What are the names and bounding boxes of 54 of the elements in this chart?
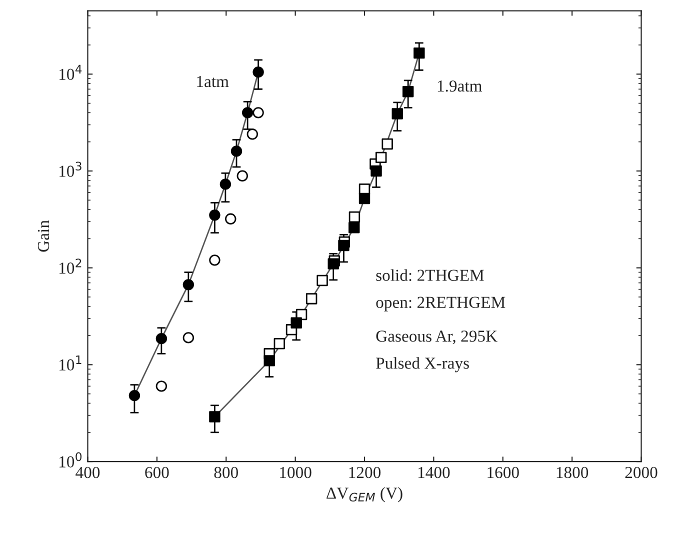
point xyxy=(156,380,168,392)
point xyxy=(182,279,194,290)
point xyxy=(348,211,360,223)
x-tick-label: 1600 xyxy=(488,466,519,478)
x-tick-label: 800 xyxy=(214,466,238,478)
point xyxy=(225,213,236,225)
x-tick-label: 1000 xyxy=(280,466,312,478)
y-tick-label: 10$^{1}$ xyxy=(60,356,82,371)
x-tick-label: 1400 xyxy=(418,466,450,478)
point xyxy=(220,178,232,190)
point xyxy=(376,152,387,164)
point xyxy=(246,128,258,140)
point xyxy=(274,338,286,350)
annotation: Gaseous Ar, 295K xyxy=(376,330,498,344)
point xyxy=(370,165,382,177)
y-tick-label: 10$^{4}$ xyxy=(60,64,82,80)
point xyxy=(156,332,168,344)
point xyxy=(414,47,425,59)
x-tick-label: 600 xyxy=(145,466,169,478)
point xyxy=(392,108,403,120)
point xyxy=(316,274,328,286)
point xyxy=(242,107,254,118)
point xyxy=(338,240,350,252)
x-tick-label: 2000 xyxy=(625,466,658,478)
y-axis-title: Gain xyxy=(38,220,50,252)
point xyxy=(328,258,339,270)
point xyxy=(252,107,264,118)
point xyxy=(348,222,360,234)
point xyxy=(306,293,318,304)
annotation: 1atm xyxy=(197,76,229,88)
x-axis-title: ΔV$_{GEM}$ (V) xyxy=(326,487,402,502)
y-tick-label: 10$^{0}$ xyxy=(60,452,82,468)
y-tick-label: 10$^{2}$ xyxy=(60,258,82,274)
point xyxy=(402,86,414,98)
point xyxy=(182,332,194,344)
x-tick-label: 400 xyxy=(76,466,100,478)
annotation: open: 2RETHGEM xyxy=(376,296,506,312)
annotation: 1.9atm xyxy=(438,80,482,92)
point xyxy=(209,254,220,266)
point xyxy=(358,192,370,204)
point xyxy=(209,411,220,422)
annotation: Pulsed X-rays xyxy=(376,357,469,372)
point xyxy=(252,66,264,78)
point xyxy=(236,170,248,182)
x-tick-label: 1200 xyxy=(349,466,381,478)
point xyxy=(382,138,393,150)
point xyxy=(230,146,242,157)
point xyxy=(264,355,275,366)
point xyxy=(290,317,302,329)
point xyxy=(209,210,220,221)
x-tick-label: 1800 xyxy=(556,466,588,478)
y-tick-label: 10$^{3}$ xyxy=(60,162,82,177)
point xyxy=(128,390,140,402)
annotation: solid: 2THGEM xyxy=(376,269,484,282)
